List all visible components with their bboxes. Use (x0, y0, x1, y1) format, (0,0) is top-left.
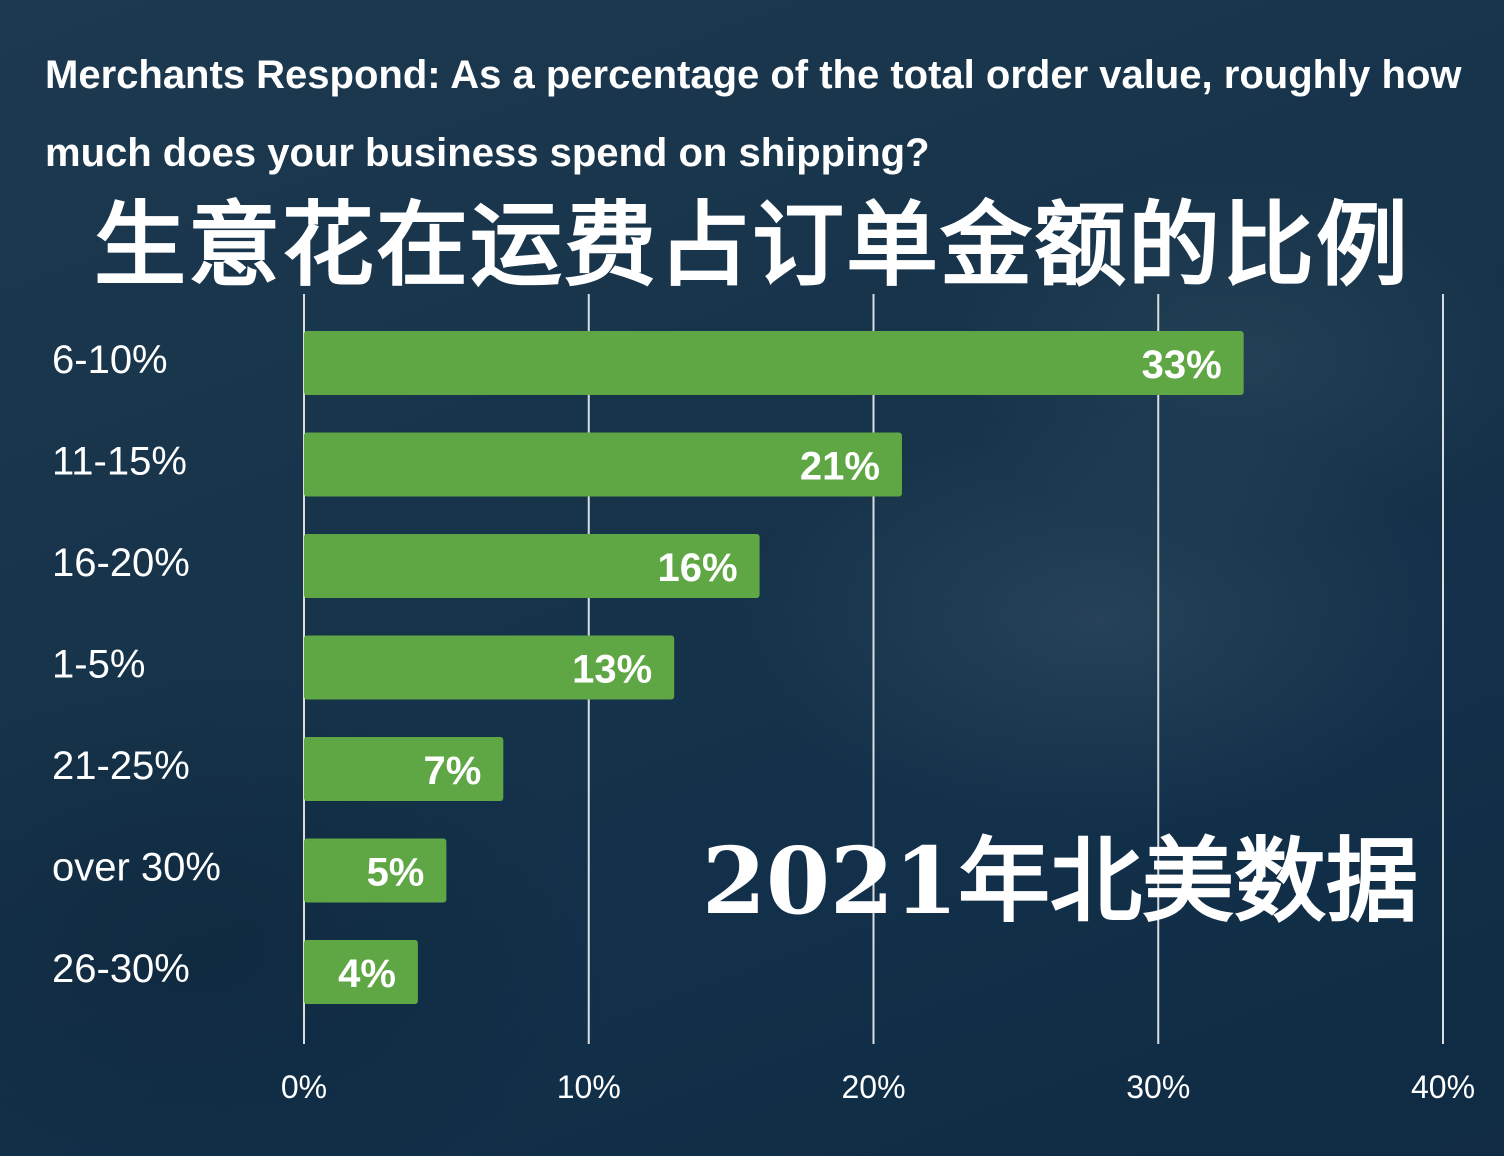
category-label: 26-30% (52, 947, 190, 991)
category-label: 11-15% (52, 440, 187, 484)
bar-data-label: 7% (424, 749, 482, 793)
bar-data-label: 16% (658, 546, 738, 590)
category-label: 1-5% (52, 643, 145, 687)
category-label: 16-20% (52, 541, 190, 585)
x-tick-label: 30% (1126, 1069, 1190, 1105)
bar-data-label: 13% (572, 648, 652, 692)
category-label: 21-25% (52, 744, 190, 788)
bar-data-label: 4% (338, 952, 396, 996)
x-tick-label: 40% (1411, 1069, 1475, 1105)
bar-data-label: 21% (800, 445, 880, 489)
bar (304, 432, 902, 497)
bar-data-label: 33% (1142, 343, 1222, 387)
category-label: 6-10% (52, 338, 168, 382)
bar (304, 534, 760, 598)
bar-data-label: 5% (367, 851, 425, 895)
chart-title-zh: 生意花在运费占订单金额的比例 (93, 191, 1410, 299)
x-tick-label: 10% (557, 1069, 621, 1105)
bar (304, 331, 1244, 395)
bar (304, 838, 447, 903)
bar (304, 940, 418, 1004)
bar (304, 635, 675, 700)
bar (304, 737, 504, 801)
overlay-caption: 2021年北美数据 (701, 827, 1419, 935)
x-tick-label: 20% (841, 1069, 905, 1105)
category-label: over 30% (52, 846, 221, 890)
x-tick-label: 0% (281, 1069, 327, 1105)
chart-title-en: Merchants Respond: As a percentage of th… (45, 53, 1462, 175)
